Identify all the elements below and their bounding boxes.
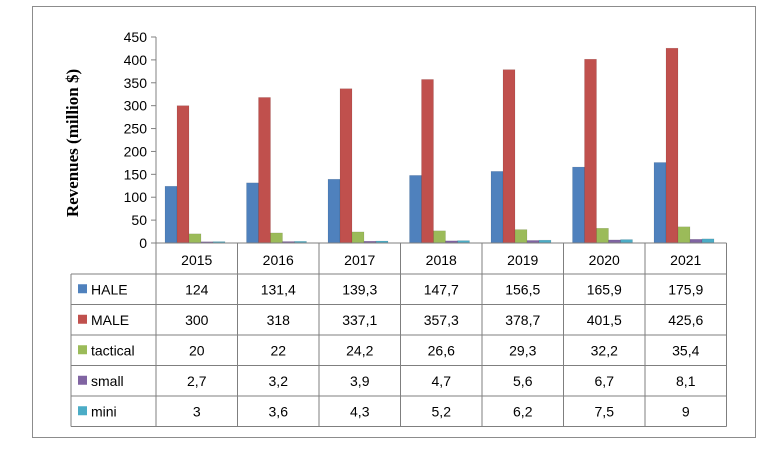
x-category-label: 2019 [507,252,538,268]
bar-male-2018 [421,79,434,244]
y-tick-label: 450 [124,29,148,45]
table-cell-small: 4,7 [432,373,452,389]
bar-mini-2020 [620,239,633,244]
table-cell-male: 318 [267,312,291,328]
y-axis-label: Revenues (million $) [63,69,82,217]
x-category-label: 2021 [670,252,701,268]
bar-mini-2021 [701,238,715,244]
y-tick-label: 350 [124,75,148,91]
bar-male-2017 [339,88,353,244]
bar-male-2020 [584,58,597,244]
table-cell-small: 3,2 [269,373,289,389]
x-category-label: 2018 [426,252,457,268]
bar-tactical-2019 [514,229,528,244]
bar-hale-2019 [490,171,504,244]
bar-male-2021 [665,47,679,244]
bar-tactical-2016 [270,232,283,244]
y-tick-label: 150 [124,166,148,182]
table-cell-hale: 165,9 [587,281,622,297]
legend-key-small [78,375,87,385]
table-cell-mini: 4,3 [350,403,370,419]
table-cell-male: 357,3 [424,312,459,328]
table-cell-hale: 131,4 [261,281,296,297]
legend-key-male [78,314,87,324]
table-cell-tactical: 26,6 [428,342,455,358]
table-cell-mini: 7,5 [595,403,615,419]
table-cell-tactical: 20 [189,342,205,358]
x-category-label: 2020 [589,252,620,268]
table-cell-male: 337,1 [342,312,377,328]
y-tick-label: 100 [124,189,148,205]
table-cell-tactical: 32,2 [591,342,618,358]
table-cell-tactical: 22 [270,342,286,358]
table-cell-small: 6,7 [595,373,615,389]
bar-hale-2015 [164,185,178,244]
table-cell-hale: 139,3 [342,281,377,297]
table-cell-mini: 9 [682,403,690,419]
legend-key-tactical [78,345,87,355]
table-cell-tactical: 24,2 [346,342,373,358]
legend-label-small: small [91,373,124,389]
bar-tactical-2015 [188,233,202,244]
table-cell-hale: 156,5 [505,281,540,297]
x-category-label: 2016 [263,252,294,268]
table-cell-male: 425,6 [668,312,703,328]
table-cell-tactical: 29,3 [509,342,536,358]
table-cell-hale: 147,7 [424,281,459,297]
legend-label-tactical: tactical [91,342,135,358]
legend-label-male: MALE [91,312,129,328]
bar-hale-2018 [409,175,422,244]
table-cell-small: 2,7 [187,373,207,389]
bar-hale-2020 [572,166,585,244]
bar-hale-2021 [653,162,667,244]
bar-hale-2016 [246,182,259,244]
table-cell-hale: 124 [185,281,209,297]
x-category-label: 2017 [344,252,375,268]
bar-hale-2017 [327,178,341,244]
table-cell-male: 378,7 [505,312,540,328]
legend-label-mini: mini [91,403,117,419]
y-tick-label: 300 [124,98,148,114]
bar-tactical-2020 [596,228,609,244]
table-cell-hale: 175,9 [668,281,703,297]
table-cell-mini: 3,6 [269,403,289,419]
bar-tactical-2017 [351,231,365,244]
bar-tactical-2021 [677,226,691,244]
table-cell-mini: 3 [193,403,201,419]
table-cell-male: 401,5 [587,312,622,328]
legend-key-hale [78,284,87,294]
bar-male-2015 [176,105,190,244]
legend-key-mini [78,406,87,416]
table-cell-tactical: 35,4 [672,342,699,358]
table-cell-mini: 6,2 [513,403,533,419]
bar-chart: Revenues (million $) 0 50 100 150 200 250 300 3… [63,29,727,427]
table-cell-small: 3,9 [350,373,370,389]
table-cell-mini: 5,2 [432,403,452,419]
table-cell-small: 5,6 [513,373,533,389]
bar-tactical-2018 [433,230,446,244]
bar-male-2016 [258,97,271,244]
legend-label-hale: HALE [91,281,128,297]
y-tick-label: 250 [124,121,148,137]
table-cell-male: 300 [185,312,209,328]
chart-frame: Revenues (million $) 0 50 100 150 200 250 300 3… [32,6,756,438]
x-category-label: 2015 [181,252,212,268]
y-tick-label: 200 [124,143,148,159]
y-tick-label: 0 [139,235,147,251]
y-tick-label: 50 [131,212,147,228]
bar-male-2019 [502,69,516,244]
y-tick-label: 400 [124,52,148,68]
bar-small-2021 [689,239,703,244]
table-cell-small: 8,1 [676,373,696,389]
